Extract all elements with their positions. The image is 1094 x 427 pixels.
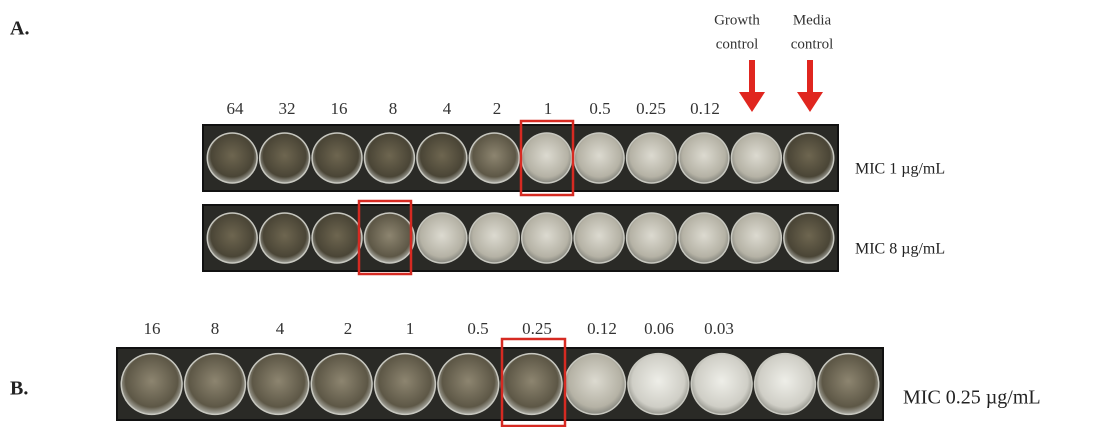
mic-label: MIC 0.25 µg/mL xyxy=(903,387,1041,409)
mic-label: MIC 8 µg/mL xyxy=(855,241,945,258)
well xyxy=(565,354,624,413)
well xyxy=(680,134,728,182)
concentration-label: 0.25 xyxy=(636,99,666,118)
concentration-label: 0.5 xyxy=(467,319,488,338)
well xyxy=(208,214,256,262)
concentration-label: 0.12 xyxy=(690,99,720,118)
well xyxy=(785,214,833,262)
figure: A. B. Growth control Media control MIC 1… xyxy=(0,0,1094,427)
annotation: control xyxy=(791,36,834,52)
well xyxy=(418,134,466,182)
concentration-label: 0.03 xyxy=(704,319,734,338)
concentration-label: 1 xyxy=(544,99,553,118)
well xyxy=(313,214,361,262)
panel-label: B. xyxy=(10,378,28,400)
well xyxy=(692,354,751,413)
well xyxy=(627,134,675,182)
well xyxy=(575,134,623,182)
well xyxy=(819,354,878,413)
concentration-label: 2 xyxy=(344,319,353,338)
well xyxy=(418,214,466,262)
well xyxy=(629,354,688,413)
well xyxy=(185,354,244,413)
annotation: Growth xyxy=(714,12,760,28)
well xyxy=(732,134,780,182)
well xyxy=(502,354,561,413)
concentration-label: 2 xyxy=(493,99,502,118)
well xyxy=(523,134,571,182)
concentration-label: 0.5 xyxy=(589,99,610,118)
well xyxy=(312,354,371,413)
well xyxy=(627,214,675,262)
well xyxy=(249,354,308,413)
well xyxy=(260,134,308,182)
annotation: Media xyxy=(793,12,832,28)
well xyxy=(575,214,623,262)
well xyxy=(260,214,308,262)
concentration-label: 16 xyxy=(331,99,348,118)
annotation: control xyxy=(716,36,759,52)
well xyxy=(470,214,518,262)
concentration-label: 0.25 xyxy=(522,319,552,338)
well xyxy=(439,354,498,413)
well xyxy=(470,134,518,182)
concentration-label: 4 xyxy=(276,319,285,338)
well xyxy=(785,134,833,182)
concentration-label: 8 xyxy=(389,99,398,118)
well xyxy=(313,134,361,182)
well xyxy=(365,134,413,182)
mic-label: MIC 1 µg/mL xyxy=(855,161,945,178)
concentration-label: 4 xyxy=(443,99,452,118)
well xyxy=(680,214,728,262)
well xyxy=(523,214,571,262)
concentration-label: 1 xyxy=(406,319,415,338)
arrows xyxy=(739,60,823,112)
well xyxy=(375,354,434,413)
page: A. B. Growth control Media control MIC 1… xyxy=(0,0,1094,427)
concentration-label: 8 xyxy=(211,319,220,338)
well xyxy=(755,354,814,413)
well xyxy=(208,134,256,182)
well xyxy=(732,214,780,262)
concentration-label: 0.12 xyxy=(587,319,617,338)
well xyxy=(122,354,181,413)
concentration-label: 0.06 xyxy=(644,319,674,338)
well xyxy=(365,214,413,262)
concentration-label: 16 xyxy=(144,319,161,338)
panel-label: A. xyxy=(10,18,29,40)
concentration-label: 64 xyxy=(227,99,245,118)
concentration-label: 32 xyxy=(279,99,296,118)
